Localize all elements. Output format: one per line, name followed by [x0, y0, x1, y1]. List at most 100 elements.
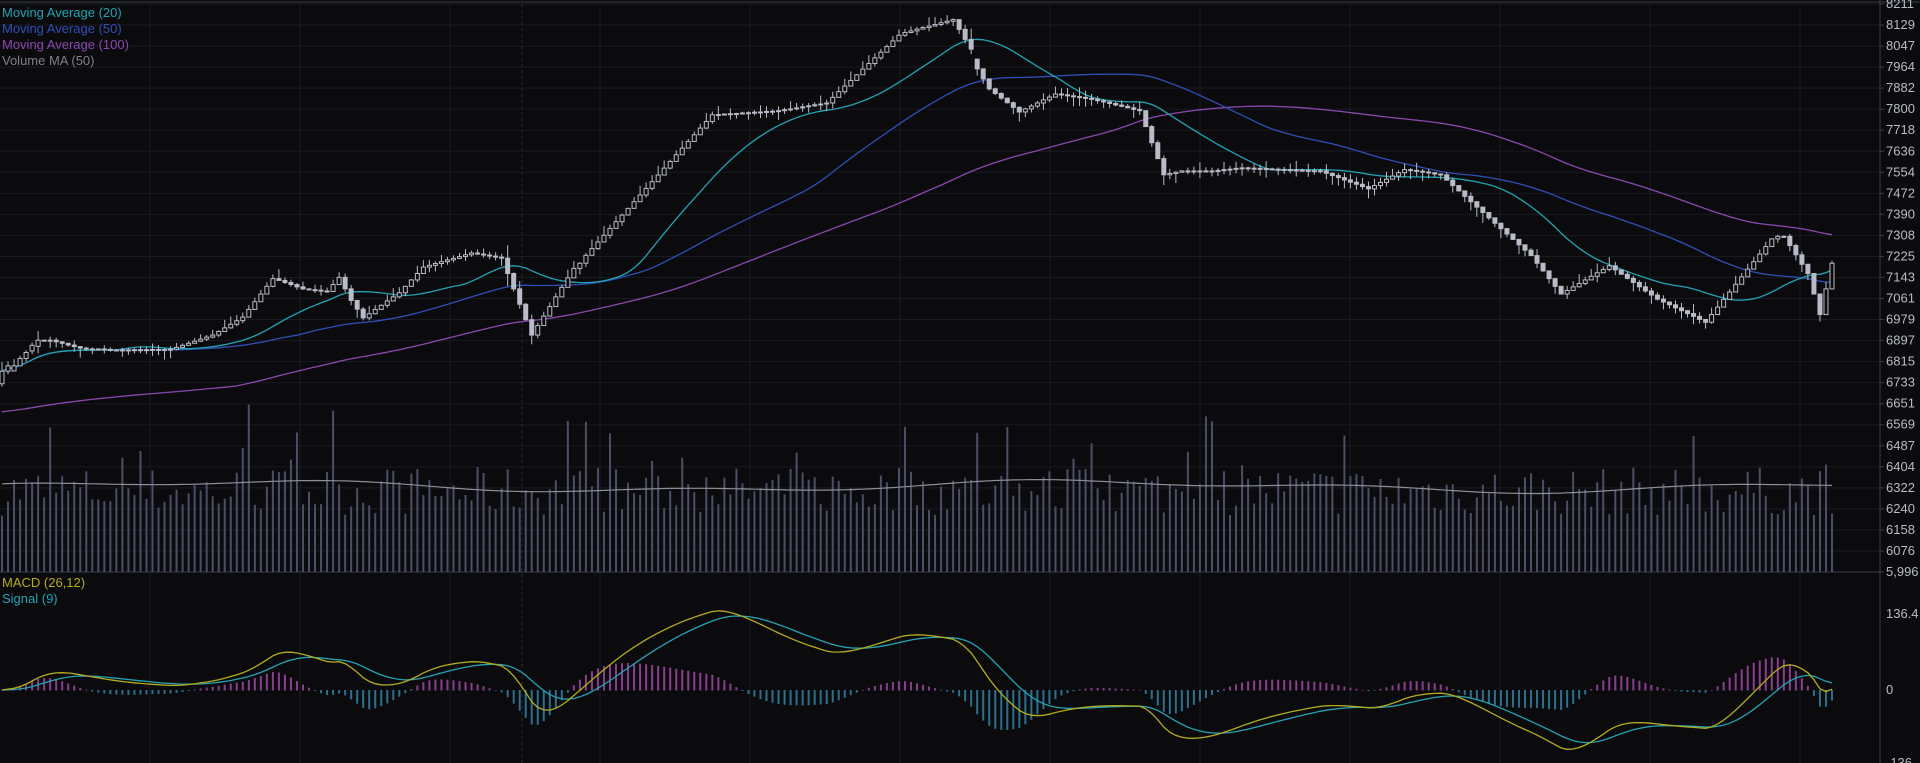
macd-histogram-bar [1012, 690, 1015, 730]
legend-ma100: Moving Average (100) [2, 37, 129, 52]
macd-histogram-bar [151, 690, 154, 695]
candle-body [709, 114, 715, 122]
macd-histogram-bar [560, 690, 563, 701]
volume-bar [1620, 481, 1623, 572]
macd-histogram-bar [217, 685, 220, 691]
volume-bar [55, 492, 58, 572]
volume-bar [1740, 494, 1743, 572]
macd-histogram-bar [590, 671, 593, 691]
volume-bar [783, 494, 786, 572]
macd-histogram-bar [783, 690, 786, 705]
macd-histogram-bar [97, 690, 100, 693]
volume-bar [1174, 489, 1177, 572]
volume-bar [1223, 471, 1226, 572]
candle-body [1685, 310, 1691, 315]
macd-histogram-bar [320, 690, 323, 694]
candle-body [697, 127, 703, 136]
volume-bar [422, 495, 425, 572]
volume-bar [1481, 484, 1484, 572]
volume-bar [1391, 503, 1394, 572]
volume-bar [735, 468, 738, 572]
volume-bar [1517, 487, 1520, 572]
macd-histogram-bar [1355, 688, 1358, 691]
macd-histogram-bar [229, 683, 232, 691]
legend-signal: Signal (9) [2, 591, 58, 606]
candle-body [890, 40, 896, 48]
volume-bar [1602, 469, 1605, 572]
macd-histogram-bar [368, 690, 371, 710]
candle-body [1522, 244, 1528, 251]
volume-bar [1247, 478, 1250, 572]
candle-body [1173, 171, 1179, 175]
macd-histogram-bar [1265, 679, 1268, 691]
candle-body [29, 344, 35, 352]
volume-bar [500, 488, 503, 572]
candle-body [228, 323, 234, 329]
macd-histogram-bar [235, 682, 238, 691]
candle-body [444, 259, 450, 263]
candle-body [499, 256, 505, 259]
macd-histogram-bar [1066, 690, 1069, 694]
volume-bar [1150, 480, 1153, 572]
volume-bar [350, 506, 353, 572]
macd-histogram-bar [1746, 665, 1749, 691]
volume-bar [326, 471, 329, 572]
candle-body [691, 134, 697, 142]
volume-bar [1030, 491, 1033, 572]
volume-bar [1656, 514, 1659, 572]
volume-bar [1812, 514, 1815, 572]
candle-body [288, 281, 294, 286]
candle-body [463, 254, 469, 258]
macd-histogram-bar [1530, 690, 1533, 708]
macd-histogram-bar [1475, 690, 1478, 700]
candle-body [1618, 269, 1624, 275]
macd-histogram-bar [494, 690, 497, 691]
candle-body [1245, 167, 1251, 170]
macd-histogram-bar [542, 690, 545, 722]
volume-bar [271, 470, 274, 572]
macd-histogram-bar [1247, 681, 1250, 691]
volume-bar [1554, 501, 1557, 572]
macd-histogram-bar [639, 663, 642, 691]
candle-body [1251, 167, 1257, 170]
macd-histogram-bar [855, 690, 858, 693]
volume-bar [1, 515, 3, 572]
volume-bar [1379, 478, 1382, 572]
macd-histogram-bar [1132, 689, 1135, 691]
candle-body [107, 348, 113, 351]
macd-histogram-bar [1710, 689, 1713, 691]
candle-body [1149, 126, 1155, 144]
candle-body [198, 338, 204, 342]
macd-histogram-bar [982, 690, 985, 721]
macd-histogram-bar [1668, 689, 1671, 691]
candle-body [655, 174, 661, 183]
macd-histogram-bar [753, 690, 756, 697]
price-tick-label: 7882 [1886, 80, 1915, 95]
candle-body [1660, 298, 1666, 303]
candle-body [1624, 273, 1630, 279]
candle-body [505, 257, 511, 275]
macd-histogram-bar [813, 690, 816, 705]
candle-body [1167, 173, 1173, 176]
macd-histogram-bar [1192, 690, 1195, 705]
candle-body [1516, 238, 1522, 246]
volume-bar [1831, 513, 1833, 572]
volume-bar [1210, 421, 1213, 572]
volume-bar [843, 494, 846, 572]
macd-histogram-bar [121, 690, 124, 695]
macd-histogram-bar [1704, 690, 1707, 693]
macd-histogram-bar [1078, 689, 1081, 691]
candle-body [276, 278, 282, 281]
volume-bar [187, 493, 190, 572]
macd-histogram-bar [386, 690, 389, 704]
volume-bar [1349, 475, 1352, 572]
volume-bar [729, 494, 732, 572]
candle-body [402, 285, 408, 294]
candle-body [1233, 167, 1239, 170]
macd-histogram-bar [1090, 688, 1093, 691]
macd-histogram-bar [1680, 690, 1683, 692]
macd-tick-label: 0 [1886, 682, 1893, 697]
candle-body [312, 289, 318, 292]
macd-histogram-bar [1493, 690, 1496, 706]
